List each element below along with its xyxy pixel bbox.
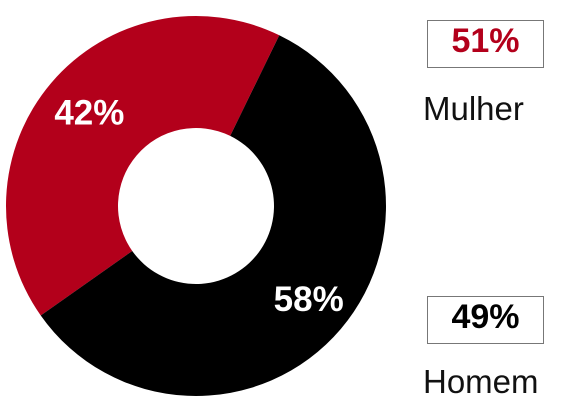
slice-label-homem: 58% xyxy=(274,280,344,319)
slice-mulher xyxy=(5,15,280,316)
mulher-label: Mulher xyxy=(423,90,524,127)
donut-chart: 42% 58% xyxy=(5,15,386,397)
homem-label: Homem xyxy=(423,363,539,400)
homem-stat-box: 49% xyxy=(427,296,544,344)
mulher-stat-box: 51% xyxy=(427,20,544,68)
slice-label-mulher: 42% xyxy=(54,94,124,133)
slice-homem xyxy=(40,35,386,397)
